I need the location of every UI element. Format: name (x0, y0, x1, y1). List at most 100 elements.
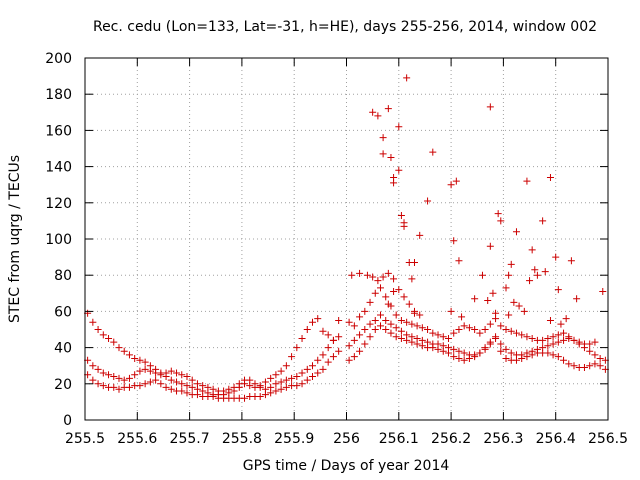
data-point (397, 316, 405, 324)
data-point (282, 376, 290, 384)
data-point (424, 326, 432, 333)
data-point (591, 351, 599, 359)
data-point (167, 367, 175, 375)
data-point (476, 329, 484, 337)
data-point (544, 342, 552, 350)
data-point (387, 320, 395, 328)
data-point (460, 349, 468, 357)
data-point (277, 385, 285, 393)
data-point (481, 344, 489, 352)
data-point (528, 335, 536, 343)
data-point (89, 376, 97, 384)
data-point (324, 344, 332, 352)
data-point (204, 389, 212, 397)
data-point (460, 356, 468, 364)
data-point (261, 378, 269, 386)
data-point (567, 257, 575, 265)
data-point (554, 338, 562, 346)
data-point (434, 331, 442, 339)
data-point (94, 326, 102, 333)
data-point (293, 382, 301, 390)
data-point (471, 326, 479, 333)
y-tick-label: 100 (45, 232, 72, 248)
data-point (455, 326, 463, 333)
data-point (392, 311, 400, 319)
data-point (526, 277, 534, 285)
data-point (580, 364, 588, 372)
data-point (303, 365, 311, 373)
data-point (560, 356, 568, 364)
data-point (439, 333, 447, 341)
data-point (120, 376, 128, 384)
data-point (309, 318, 317, 326)
data-point (465, 354, 473, 362)
data-point (246, 382, 254, 390)
data-point (557, 320, 565, 328)
data-point (376, 322, 384, 330)
data-point (363, 271, 371, 279)
data-point (497, 217, 505, 225)
data-point (314, 356, 322, 364)
data-point (471, 295, 479, 303)
data-point (141, 365, 149, 373)
data-point (518, 331, 526, 339)
data-point (591, 360, 599, 368)
data-point (167, 376, 175, 384)
data-point (324, 331, 332, 339)
data-point (492, 309, 500, 317)
data-point (405, 300, 413, 308)
data-point (549, 351, 557, 359)
data-point (413, 340, 421, 348)
data-point (157, 369, 165, 377)
data-point (465, 324, 473, 332)
data-point (251, 383, 259, 391)
data-point (596, 362, 604, 370)
data-point (288, 353, 296, 361)
data-point (335, 333, 343, 341)
data-point (125, 351, 133, 359)
data-point (410, 309, 418, 317)
data-point (115, 344, 123, 352)
data-point (416, 311, 424, 319)
data-point (539, 217, 547, 225)
data-point (444, 335, 452, 343)
x-tick-label: 255.6 (117, 431, 157, 447)
data-point (110, 338, 118, 346)
data-point (136, 356, 144, 364)
data-point (361, 326, 369, 333)
data-point (395, 123, 403, 131)
data-point (120, 347, 128, 355)
data-point (476, 349, 484, 357)
x-tick-label: 256 (333, 431, 360, 447)
data-point (450, 345, 458, 353)
data-point (152, 365, 160, 373)
data-point (272, 380, 280, 388)
data-point (272, 371, 280, 379)
y-tick-label: 180 (45, 87, 72, 103)
data-point (424, 197, 432, 205)
data-point (450, 353, 458, 361)
data-point (256, 392, 264, 400)
data-point (94, 365, 102, 373)
data-point (371, 316, 379, 324)
data-point (379, 134, 387, 142)
data-point (94, 380, 102, 388)
data-point (141, 358, 149, 366)
data-point (162, 383, 170, 391)
x-tick-label: 256.1 (379, 431, 419, 447)
data-point (356, 269, 364, 277)
data-point (390, 275, 398, 283)
data-point (167, 385, 175, 393)
data-point (241, 394, 249, 402)
data-point (115, 385, 123, 393)
y-tick-label: 20 (54, 377, 72, 393)
data-point (356, 313, 364, 321)
data-point (173, 378, 181, 386)
data-point (162, 373, 170, 381)
data-point (369, 108, 377, 116)
data-point (450, 329, 458, 337)
data-point (152, 376, 160, 384)
data-point (528, 246, 536, 254)
data-point (314, 315, 322, 323)
x-tick-label: 255.9 (274, 431, 314, 447)
